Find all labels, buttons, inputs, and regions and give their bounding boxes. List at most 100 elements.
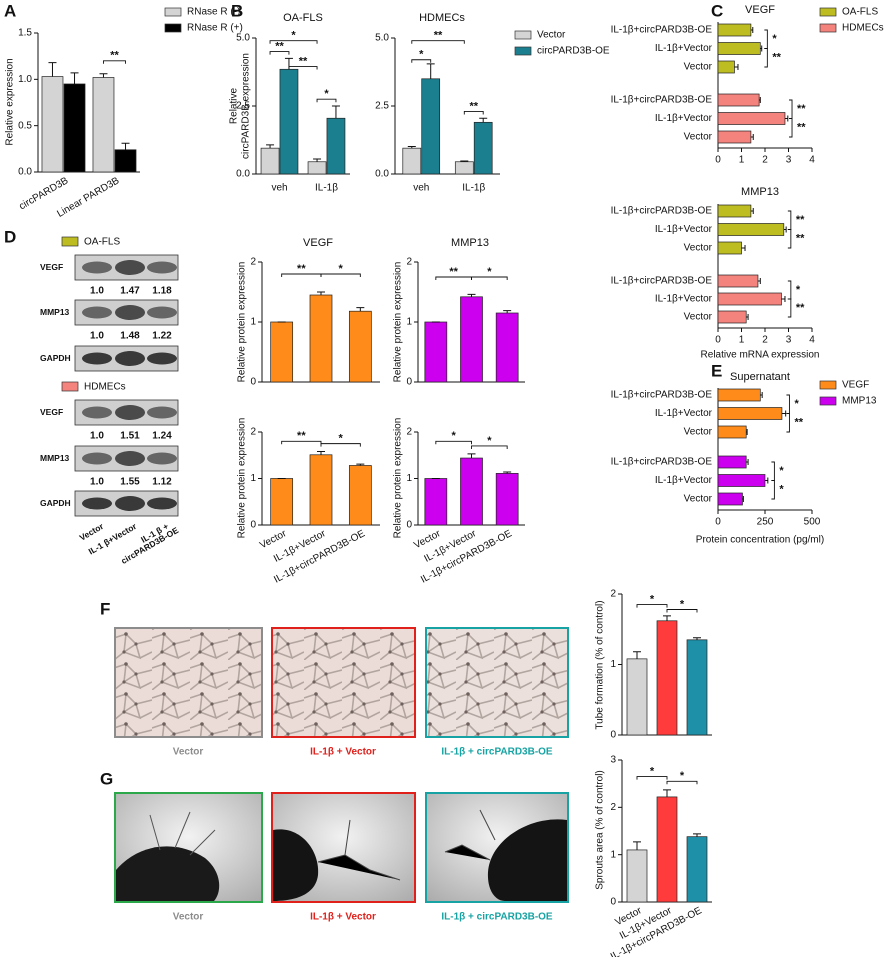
y-tick-label: 3 [610, 755, 616, 766]
x-tick-label: 500 [804, 517, 821, 528]
y-tick-label: IL-1β+circPARD3B-OE [611, 390, 713, 401]
y-tick-label: 2 [610, 802, 616, 813]
y-tick-label: 1 [610, 849, 616, 860]
panel-label: E [711, 361, 722, 380]
error-bar [356, 307, 365, 312]
y-tick-label: IL-1β+Vector [655, 224, 713, 235]
error-bar [760, 45, 763, 52]
significance-label: * [487, 435, 492, 447]
y-tick-label: IL-1β+Vector [655, 408, 713, 419]
error-bar [663, 789, 671, 797]
y-tick-label: IL-1β+circPARD3B-OE [611, 276, 713, 287]
significance-bracket [435, 440, 472, 445]
error-bar [503, 310, 512, 313]
significance-label: ** [449, 266, 458, 278]
significance-bracket [103, 60, 126, 64]
bar [717, 60, 735, 74]
y-tick-label: 0.0 [236, 169, 250, 180]
significance-label: ** [434, 30, 443, 42]
y-tick-label: 2.5 [375, 101, 389, 112]
significance-bracket [281, 440, 322, 445]
significance-bracket [786, 394, 790, 414]
error-bar [460, 160, 469, 162]
blot-row-label: GAPDH [40, 353, 71, 363]
bar [717, 223, 785, 236]
bar [307, 161, 327, 175]
legend-label: HDMECs [842, 23, 884, 34]
y-tick-label: 2 [406, 427, 412, 438]
significance-label: ** [299, 55, 308, 67]
quantification: 1.0 [90, 477, 104, 488]
image-caption: IL-1β + Vector [310, 912, 376, 923]
quantification: 1.0 [90, 286, 104, 297]
error-bar [356, 463, 365, 466]
legend-swatch [819, 380, 837, 390]
blot-band [115, 351, 145, 366]
error-bar [70, 72, 79, 84]
significance-bracket [789, 118, 793, 138]
significance-bracket [463, 110, 484, 115]
quantification: 1.55 [120, 477, 140, 488]
legend-label: RNase R (-) [187, 7, 240, 18]
significance-bracket [411, 59, 432, 63]
significance-label: ** [796, 302, 805, 314]
bar [686, 836, 708, 903]
bar [63, 83, 86, 173]
blot-row-label: MMP13 [40, 307, 70, 317]
bar [114, 149, 137, 173]
bar [92, 77, 115, 173]
significance-label: ** [275, 41, 284, 53]
bar [424, 321, 448, 383]
y-tick-label: Vector [684, 427, 713, 438]
bar [421, 78, 441, 175]
y-tick-label: 2.5 [236, 101, 250, 112]
x-tick-label: 2 [762, 155, 768, 166]
y-axis-label: circPARD3B expression [241, 53, 252, 159]
panel-label: G [100, 769, 113, 788]
significance-bracket [771, 461, 775, 481]
error-bar [742, 496, 744, 502]
error-bar [331, 105, 340, 119]
bar [402, 147, 422, 175]
bar [270, 321, 294, 383]
significance-label: * [419, 49, 424, 61]
x-tick-label: 250 [757, 517, 774, 528]
y-tick-label: Vector [684, 494, 713, 505]
quantification: 1.18 [152, 286, 172, 297]
image-caption: IL-1β + circPARD3B-OE [441, 747, 553, 758]
panel-label: F [100, 599, 110, 618]
y-tick-label: 0 [610, 730, 616, 741]
y-tick-label: 1 [250, 473, 256, 484]
blot-band [115, 451, 145, 466]
significance-label: * [794, 398, 799, 410]
y-tick-label: 2 [406, 257, 412, 268]
bar [717, 42, 761, 55]
bar [717, 241, 742, 255]
blot-band [147, 452, 177, 465]
bar [460, 296, 483, 383]
error-bar [467, 293, 476, 297]
y-tick-label: 1 [406, 317, 412, 328]
blot-row-label: GAPDH [40, 498, 71, 508]
sprout [149, 811, 216, 856]
image-caption: Vector [173, 912, 204, 923]
error-bar [99, 73, 108, 78]
panel-g-images [114, 792, 569, 903]
blot-band [115, 496, 145, 511]
significance-label: * [796, 284, 801, 296]
x-tick-label: 4 [809, 155, 815, 166]
bar [626, 658, 648, 736]
micrograph-texture [116, 629, 261, 736]
panel-label: D [4, 227, 16, 246]
error-bar [746, 459, 749, 465]
error-bar [734, 64, 739, 70]
bar [717, 492, 743, 506]
error-bar [781, 296, 786, 302]
y-axis-label: Tube formation (% of control) [595, 600, 606, 729]
legend-label: RNase R (+) [187, 23, 243, 34]
bar [309, 294, 333, 383]
image-caption: Vector [173, 747, 204, 758]
significance-label: ** [797, 122, 806, 134]
error-bar [633, 651, 641, 659]
blot-band [82, 352, 112, 365]
